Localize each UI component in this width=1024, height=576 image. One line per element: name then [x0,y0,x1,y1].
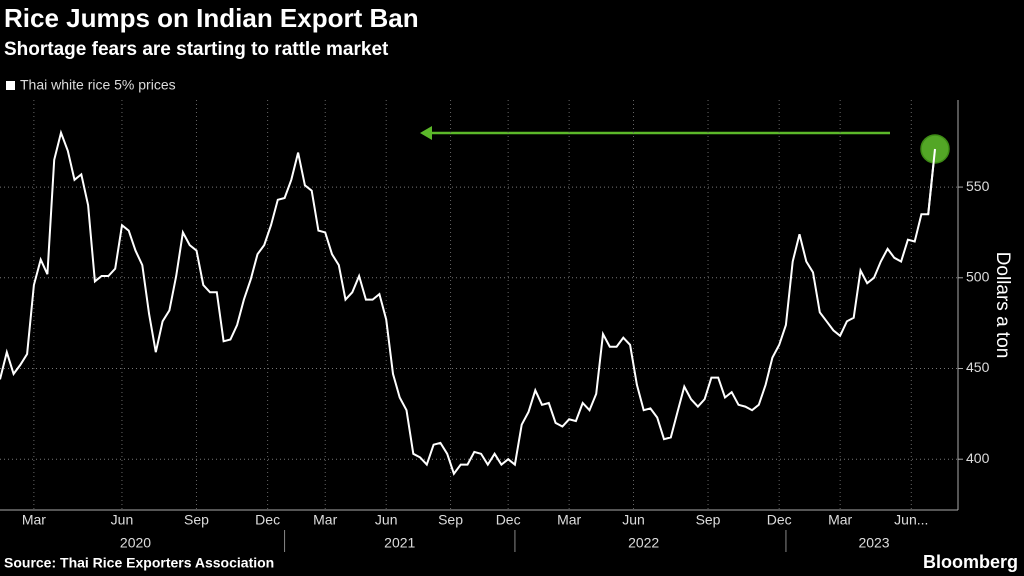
legend-swatch [6,81,15,90]
x-tick-label: Sep [438,512,463,528]
x-tick-label: Mar [22,512,46,528]
year-label: 2020 [120,535,151,551]
x-tick-label: Jun... [894,512,928,528]
x-tick-label: Sep [696,512,721,528]
arrow-head [420,126,432,140]
y-tick-label: 450 [966,359,990,375]
year-label: 2022 [628,535,659,551]
x-tick-label: Jun [622,512,645,528]
line-tip [927,148,936,215]
y-tick-label: 500 [966,268,990,284]
x-tick-label: Mar [557,512,581,528]
y-tick-label: 400 [966,450,990,466]
brand: Bloomberg [923,552,1018,572]
y-axis-label: Dollars a ton [992,252,1013,359]
x-tick-label: Dec [255,512,280,528]
x-tick-label: Dec [496,512,521,528]
x-tick-label: Mar [313,512,337,528]
year-label: 2021 [384,535,415,551]
x-tick-label: Jun [111,512,134,528]
source: Source: Thai Rice Exporters Association [4,555,274,571]
line-series [0,129,936,476]
year-label: 2023 [858,535,889,551]
x-tick-label: Mar [828,512,852,528]
chart-subtitle: Shortage fears are starting to rattle ma… [4,39,389,60]
x-tick-label: Jun [375,512,398,528]
x-tick-label: Sep [184,512,209,528]
x-tick-label: Dec [767,512,792,528]
y-tick-label: 550 [966,178,990,194]
legend-label: Thai white rice 5% prices [20,77,176,93]
chart-title: Rice Jumps on Indian Export Ban [4,3,419,33]
